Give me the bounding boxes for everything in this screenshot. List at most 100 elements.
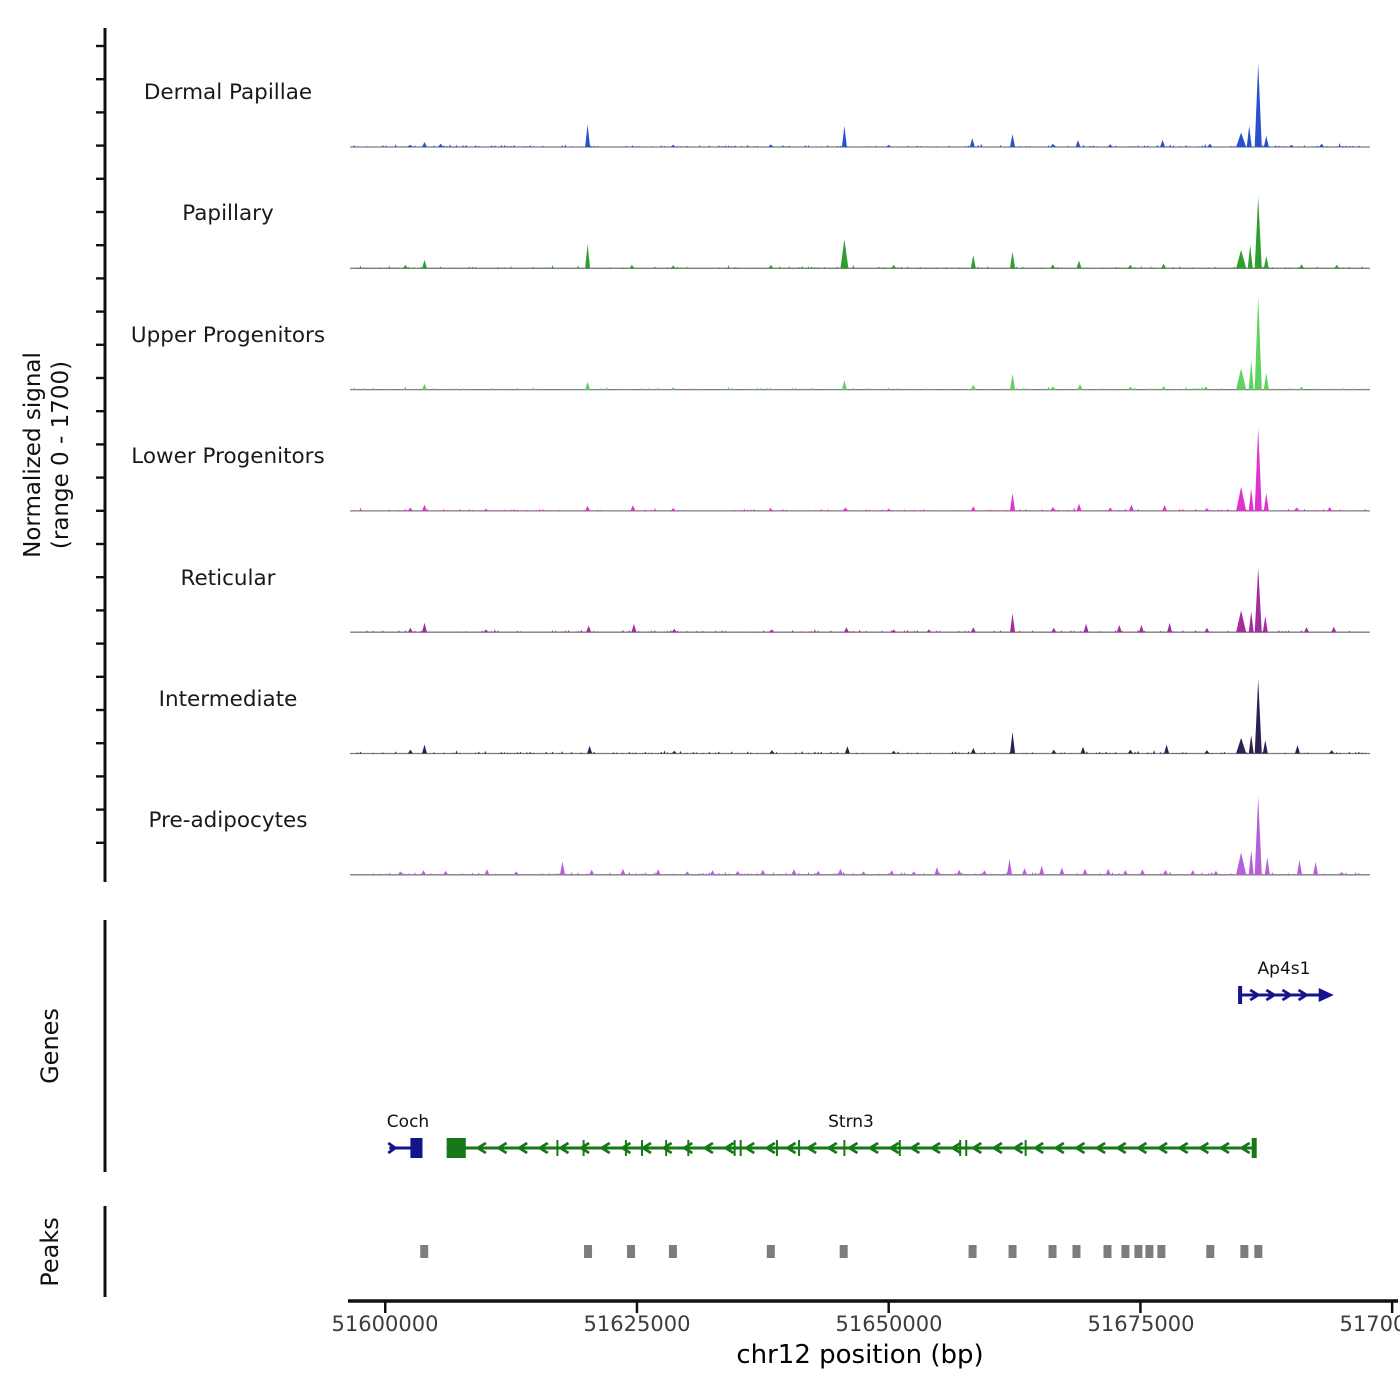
signal-tracks-layer xyxy=(350,63,1370,876)
track-label-lower-progenitors: Lower Progenitors xyxy=(131,444,324,469)
peak-box xyxy=(668,1245,677,1258)
strand-chevron-left xyxy=(1239,1141,1251,1155)
strand-chevron-left xyxy=(950,1141,962,1155)
strand-chevron-right xyxy=(1281,988,1294,1002)
signal-track-lower-progenitors xyxy=(350,428,1370,512)
track-signal-path xyxy=(407,679,1335,754)
peaks-section-label: Peaks xyxy=(36,1217,64,1287)
track-noise xyxy=(353,385,1367,390)
track-label-dermal-papillae: Dermal Papillae xyxy=(144,80,312,105)
track-signal-path xyxy=(407,428,1333,511)
gene-label-coch: Coch xyxy=(387,1112,429,1132)
strand-chevron-left xyxy=(640,1141,652,1155)
gene-strn3 xyxy=(446,1138,1257,1158)
gene-end-bar xyxy=(1251,1138,1257,1158)
track-label-pre-adipocytes: Pre-adipocytes xyxy=(149,808,308,833)
x-tick-label-51600000: 51600000 xyxy=(332,1312,439,1336)
track-label-papillary: Papillary xyxy=(182,201,274,226)
track-label-intermediate: Intermediate xyxy=(159,687,298,712)
strand-chevron-left xyxy=(929,1141,941,1155)
x-axis-title: chr12 position (bp) xyxy=(736,1340,983,1370)
strand-chevron-left xyxy=(1073,1141,1086,1155)
strand-chevron-left xyxy=(1156,1141,1168,1155)
strand-chevron-left xyxy=(970,1141,983,1155)
signal-track-reticular xyxy=(350,567,1370,633)
peaks-layer xyxy=(420,1245,1263,1258)
gene-label-ap4s1: Ap4s1 xyxy=(1258,959,1311,979)
x-tick-label-51700000: 51700000 xyxy=(1340,1312,1400,1336)
strand-chevron-left xyxy=(516,1141,528,1155)
signal-track-intermediate xyxy=(350,679,1370,755)
genes-section-label: Genes xyxy=(36,1008,64,1084)
strand-chevron-left xyxy=(1094,1141,1106,1155)
peak-box xyxy=(1121,1245,1130,1258)
peak-box xyxy=(420,1245,429,1258)
peak-box xyxy=(1240,1245,1249,1258)
gene-label-strn3: Strn3 xyxy=(828,1112,874,1132)
strand-chevron-left xyxy=(578,1141,590,1155)
strand-chevron-left xyxy=(475,1141,487,1155)
strand-chevron-left xyxy=(1197,1141,1210,1155)
track-noise xyxy=(356,264,1364,269)
strand-chevron-left xyxy=(661,1141,673,1155)
genes-layer xyxy=(387,986,1334,1158)
gene-exon-block xyxy=(446,1138,466,1158)
peak-box xyxy=(968,1245,977,1258)
track-signal-path xyxy=(402,196,1340,269)
strand-chevron-left xyxy=(557,1141,570,1155)
strand-chevron-left xyxy=(867,1141,879,1155)
x-tick-label-51625000: 51625000 xyxy=(584,1312,691,1336)
peak-box xyxy=(627,1245,636,1258)
strand-chevron-left xyxy=(537,1141,549,1155)
signal-track-papillary xyxy=(350,196,1370,269)
strand-chevron-right xyxy=(387,1141,398,1155)
strand-chevron-left xyxy=(1053,1141,1065,1155)
signal-track-upper-progenitors xyxy=(350,295,1370,391)
strand-chevron-left xyxy=(991,1141,1003,1155)
peak-box xyxy=(1206,1245,1215,1258)
strand-chevron-left xyxy=(619,1141,632,1155)
strand-chevron-right xyxy=(1297,988,1310,1002)
track-label-upper-progenitors: Upper Progenitors xyxy=(131,323,325,348)
strand-chevron-left xyxy=(743,1141,755,1155)
strand-chevron-left xyxy=(846,1141,859,1155)
strand-chevron-right xyxy=(1249,988,1261,1002)
peak-box xyxy=(1048,1245,1057,1258)
gene-start-tick xyxy=(1238,986,1243,1004)
strand-chevron-left xyxy=(826,1141,838,1155)
track-noise xyxy=(356,750,1367,754)
strand-chevron-left xyxy=(1177,1141,1189,1155)
gene-coch xyxy=(387,1138,423,1158)
strand-chevron-left xyxy=(1011,1141,1024,1155)
peak-box xyxy=(1072,1245,1081,1258)
peak-box xyxy=(766,1245,775,1258)
y-axis-label-line1: Normalized signal xyxy=(20,352,46,558)
gene-ap4s1 xyxy=(1238,986,1334,1004)
peak-box xyxy=(1008,1245,1017,1258)
track-label-reticular: Reticular xyxy=(180,566,275,591)
gene-end-arrowhead xyxy=(1318,988,1334,1002)
strand-chevron-left xyxy=(599,1141,611,1155)
x-tick-label-51675000: 51675000 xyxy=(1088,1312,1195,1336)
strand-chevron-left xyxy=(805,1141,817,1155)
strand-chevron-left xyxy=(764,1141,776,1155)
x-tick-label-51650000: 51650000 xyxy=(836,1312,943,1336)
strand-chevron-left xyxy=(1135,1141,1148,1155)
track-signal-path xyxy=(407,567,1337,633)
strand-chevron-left xyxy=(702,1141,714,1155)
peak-box xyxy=(839,1245,848,1258)
track-signal-path xyxy=(422,295,1304,390)
strand-chevron-left xyxy=(784,1141,797,1155)
peak-box xyxy=(1134,1245,1143,1258)
peak-box xyxy=(1103,1245,1112,1258)
peak-box xyxy=(1145,1245,1154,1258)
strand-chevron-left xyxy=(908,1141,921,1155)
peak-box xyxy=(1157,1245,1166,1258)
gene-exon-block xyxy=(410,1138,423,1158)
signal-track-dermal-papillae xyxy=(350,63,1370,148)
track-signal-path xyxy=(397,796,1345,875)
strand-chevron-left xyxy=(888,1141,900,1155)
y-axis-label-line2: (range 0 - 1700) xyxy=(48,361,74,549)
